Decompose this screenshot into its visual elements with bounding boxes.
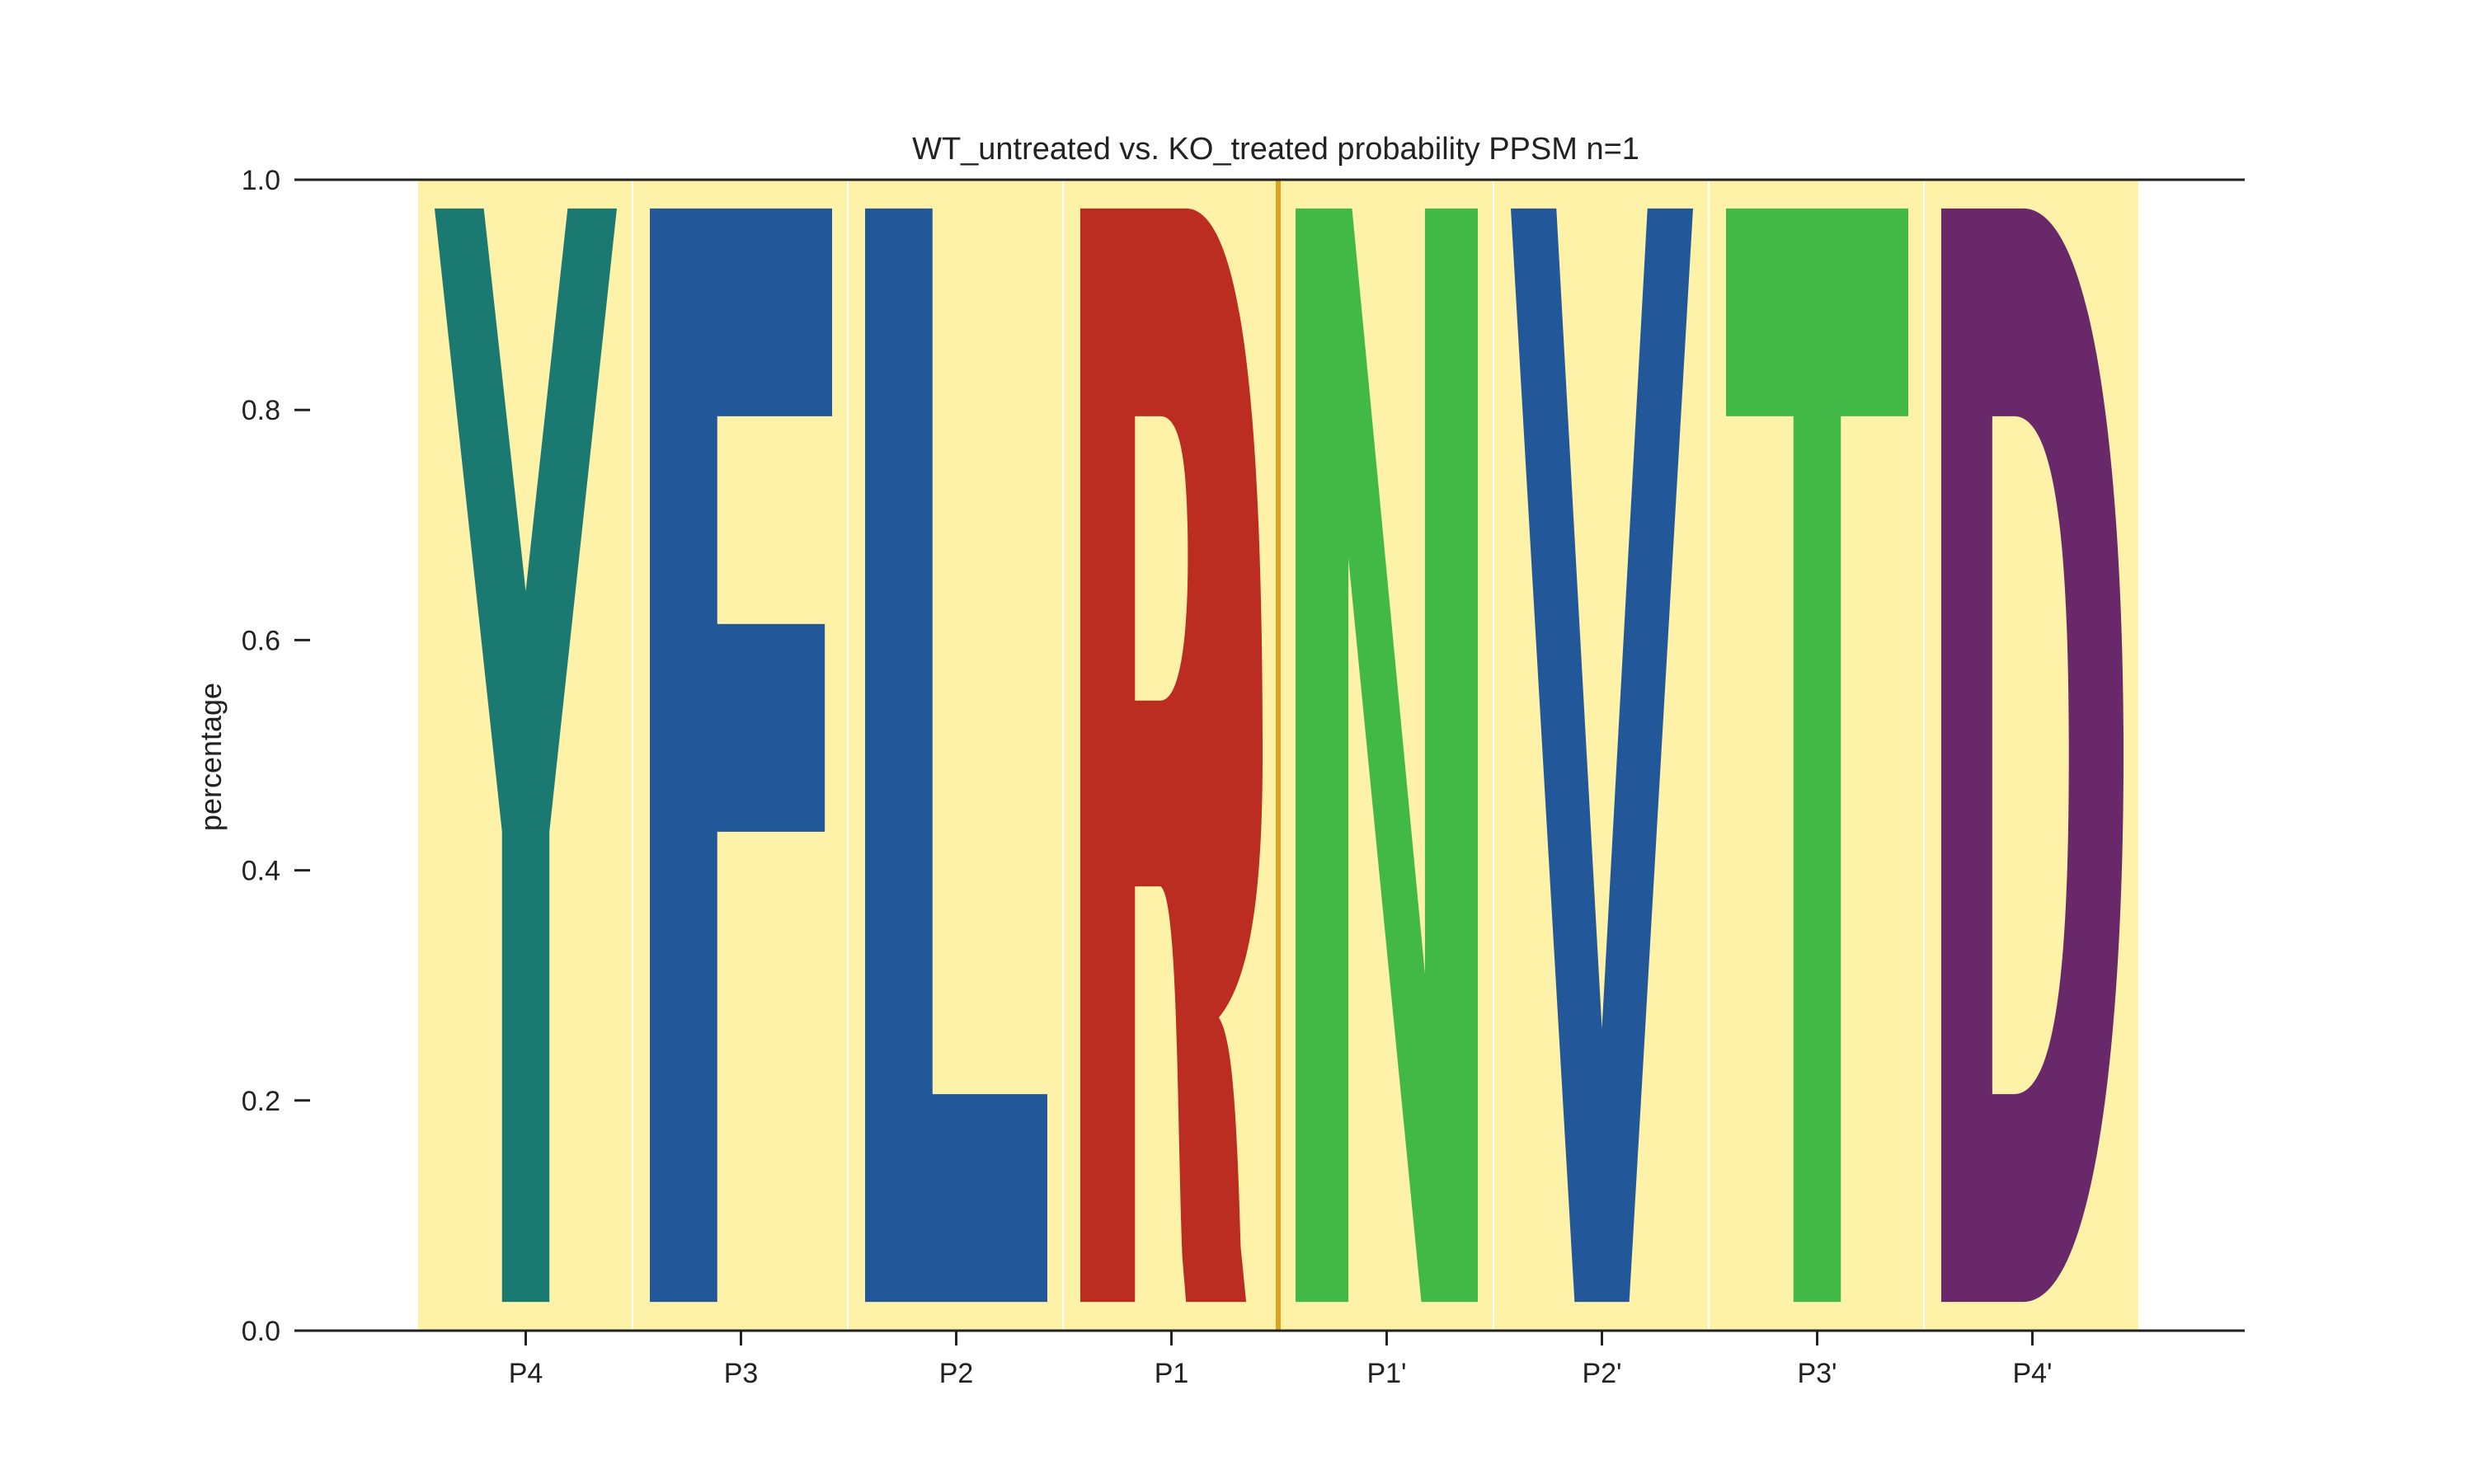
residue-letter-f xyxy=(650,208,832,1303)
residue-letter-v xyxy=(1511,208,1693,1303)
x-tick-label: P4 xyxy=(509,1358,543,1389)
x-tick-label: P2' xyxy=(1582,1358,1621,1389)
x-tick-label: P1 xyxy=(1155,1358,1189,1389)
residue-letter-t xyxy=(1726,208,1908,1303)
y-axis-label: percentage xyxy=(194,683,228,831)
x-tick-label: P3 xyxy=(724,1358,759,1389)
y-tick-label: 0.2 xyxy=(242,1086,280,1117)
chart-title: WT_untreated vs. KO_treated probability … xyxy=(912,132,1639,167)
x-tick-label: P3' xyxy=(1797,1358,1837,1389)
y-tick-label: 0.6 xyxy=(242,625,280,656)
x-tick-label: P4' xyxy=(2012,1358,2052,1389)
x-tick-label: P1' xyxy=(1366,1358,1406,1389)
residue-letter-l xyxy=(865,208,1047,1303)
y-tick-label: 1.0 xyxy=(242,165,280,196)
residue-letter-n xyxy=(1296,208,1478,1303)
x-tick-label: P2 xyxy=(939,1358,974,1389)
residue-letter-y xyxy=(435,208,617,1303)
axes: 0.0 0.2 0.4 0.6 0.8 1.0 P4 P3 P2 P1 P1' P2' P3' P4' xyxy=(242,165,2245,1389)
residue-letters xyxy=(435,208,2124,1303)
residue-letter-d xyxy=(1941,208,2124,1303)
residue-letter-r xyxy=(1080,208,1263,1303)
y-tick-label: 0.0 xyxy=(242,1316,280,1347)
y-tick-label: 0.8 xyxy=(242,395,280,426)
y-tick-label: 0.4 xyxy=(242,856,280,887)
